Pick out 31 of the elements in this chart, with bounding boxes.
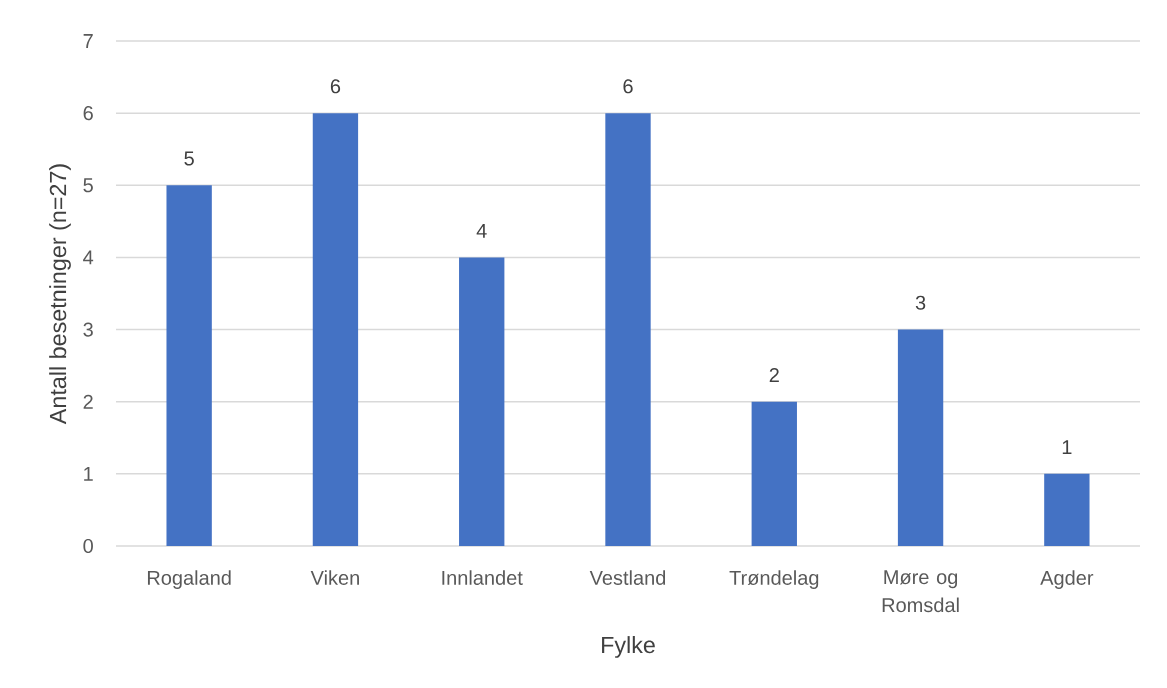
x-tick-label: Agder bbox=[1040, 570, 1094, 589]
bar bbox=[751, 401, 797, 546]
y-tick-label: 1 bbox=[84, 466, 93, 481]
x-tick-label: Vestland bbox=[589, 570, 666, 585]
y-tick-label: 2 bbox=[83, 394, 93, 409]
bar bbox=[605, 113, 651, 546]
data-label: 3 bbox=[915, 295, 926, 310]
y-tick-label: 7 bbox=[83, 34, 93, 48]
bar bbox=[459, 257, 505, 546]
data-label: 4 bbox=[476, 223, 487, 238]
x-tick-label: Viken bbox=[310, 570, 359, 585]
bar bbox=[312, 113, 359, 546]
data-label: 6 bbox=[623, 79, 633, 94]
y-tick-label: 3 bbox=[83, 322, 93, 337]
x-tick-label: Trøndelag bbox=[729, 570, 819, 589]
data-label: 2 bbox=[769, 367, 779, 382]
data-label: 6 bbox=[330, 79, 341, 94]
bar bbox=[1044, 473, 1090, 546]
x-tick-label: Innlandet bbox=[442, 570, 523, 585]
y-tick-label: 5 bbox=[83, 178, 93, 193]
data-label: 1 bbox=[1062, 440, 1072, 455]
x-tick-label: Møre og Romsdal bbox=[882, 570, 959, 613]
y-tick-label: 4 bbox=[83, 250, 94, 265]
data-label: 5 bbox=[184, 151, 194, 166]
y-tick-label: 6 bbox=[83, 106, 93, 121]
y-tick-label: 0 bbox=[83, 538, 93, 554]
bar bbox=[897, 329, 944, 546]
x-axis-title: Fylke bbox=[602, 636, 655, 658]
x-tick-label: Rogaland bbox=[147, 570, 231, 589]
bar bbox=[166, 185, 212, 546]
y-axis-title: Antall besetninger (n=27) bbox=[49, 164, 71, 425]
